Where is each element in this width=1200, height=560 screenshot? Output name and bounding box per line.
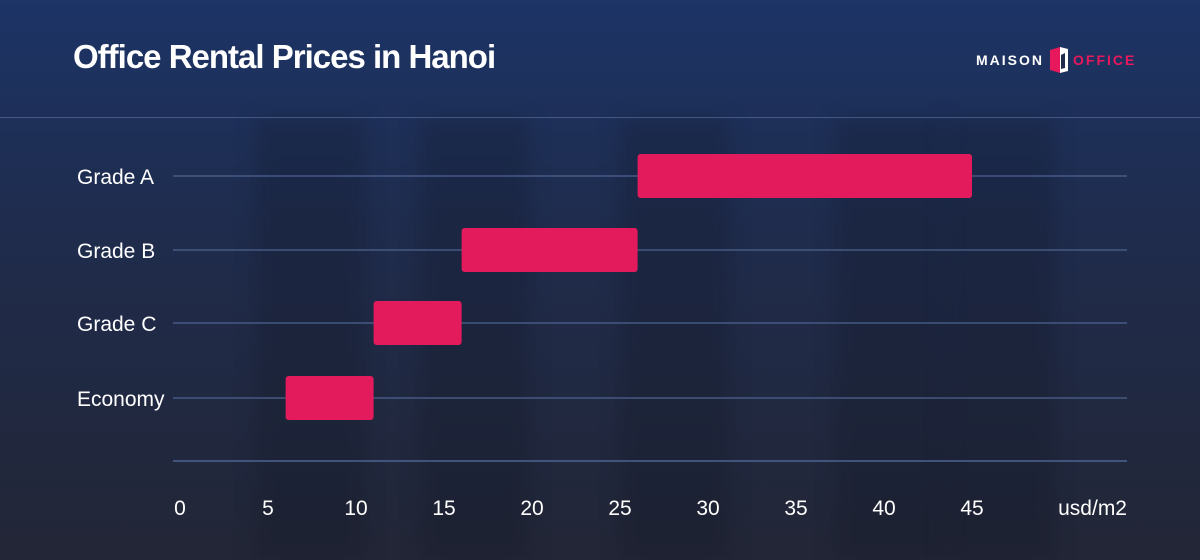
logo-text-office: OFFICE	[1073, 52, 1137, 68]
x-tick-label: 35	[784, 497, 807, 520]
header-divider	[0, 117, 1200, 118]
x-tick-label: 5	[262, 497, 274, 520]
x-unit-label: usd/m2	[1058, 497, 1127, 520]
range-bar	[637, 154, 972, 198]
logo-mark-icon	[1050, 47, 1068, 73]
category-label: Economy	[77, 388, 165, 411]
background-column	[255, 118, 365, 560]
logo-text-maison: MAISON	[976, 52, 1044, 68]
x-tick-label: 20	[520, 497, 543, 520]
x-tick-label: 0	[174, 497, 186, 520]
range-bar	[461, 228, 638, 272]
category-label: Grade A	[77, 166, 154, 189]
category-label: Grade B	[77, 240, 155, 263]
brand-logo: MAISON OFFICE	[976, 46, 1136, 74]
range-bar	[285, 376, 374, 420]
page-title: Office Rental Prices in Hanoi	[73, 38, 496, 75]
x-tick-label: 40	[872, 497, 895, 520]
x-tick-label: 10	[344, 497, 367, 520]
x-tick-label: 45	[960, 497, 983, 520]
range-bar	[373, 301, 462, 345]
x-tick-label: 25	[608, 497, 631, 520]
x-tick-label: 15	[432, 497, 455, 520]
category-label: Grade C	[77, 313, 156, 336]
x-tick-label: 30	[696, 497, 719, 520]
